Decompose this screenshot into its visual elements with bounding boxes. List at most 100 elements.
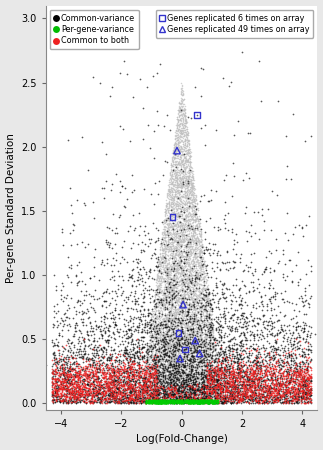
Point <box>171 153 176 161</box>
Point <box>224 396 229 404</box>
Point <box>218 394 224 401</box>
Point <box>164 324 169 331</box>
Point <box>167 254 172 261</box>
Point <box>161 334 166 342</box>
Point <box>186 268 192 275</box>
Point <box>138 390 143 397</box>
Point <box>175 360 181 367</box>
Point <box>295 279 300 286</box>
Point <box>124 293 129 301</box>
Point <box>205 292 211 300</box>
Point <box>105 396 110 403</box>
Point <box>193 311 198 318</box>
Point <box>190 373 195 380</box>
Point <box>160 268 165 275</box>
Point <box>91 346 96 353</box>
Point <box>180 382 185 389</box>
Point <box>161 374 166 382</box>
Point <box>203 306 208 313</box>
Point <box>195 388 200 395</box>
Point <box>196 360 201 368</box>
Point <box>170 352 175 360</box>
Point <box>164 299 170 306</box>
Point <box>76 396 81 403</box>
Point <box>163 382 168 390</box>
Point <box>217 338 222 346</box>
Point <box>197 222 202 230</box>
Point <box>233 369 238 376</box>
Point <box>241 315 246 323</box>
Point <box>185 307 191 315</box>
Point <box>135 335 140 342</box>
Point <box>219 399 224 406</box>
Point <box>177 235 182 243</box>
Point <box>116 356 121 364</box>
Point <box>184 131 190 138</box>
Point <box>171 289 176 296</box>
Point <box>127 399 132 406</box>
Point <box>75 298 80 306</box>
Point <box>182 233 187 240</box>
Point <box>239 393 244 400</box>
Point <box>177 156 182 163</box>
Point <box>301 328 306 335</box>
Point <box>158 302 163 309</box>
Point <box>158 383 163 391</box>
Point <box>259 298 264 305</box>
Point <box>195 396 200 403</box>
Point <box>190 298 195 305</box>
Point <box>223 397 228 405</box>
Point <box>65 396 70 404</box>
Point <box>263 381 268 388</box>
Point <box>163 392 168 400</box>
Point <box>180 347 185 354</box>
Point <box>162 393 167 400</box>
Point <box>261 376 266 383</box>
Point <box>214 395 219 402</box>
Point <box>149 398 154 405</box>
Point <box>162 359 167 366</box>
Point <box>150 381 155 388</box>
Point <box>203 342 208 349</box>
Point <box>173 240 178 248</box>
Point <box>180 265 185 272</box>
Point <box>100 387 105 395</box>
Point <box>175 243 180 251</box>
Point <box>178 167 183 175</box>
Point <box>187 375 192 382</box>
Point <box>200 329 205 337</box>
Point <box>163 315 169 322</box>
Point <box>145 242 150 249</box>
Point <box>167 373 172 380</box>
Point <box>204 217 209 225</box>
Point <box>286 367 291 374</box>
Point <box>238 369 243 376</box>
Point <box>99 376 104 383</box>
Point <box>171 396 176 403</box>
Point <box>79 366 84 373</box>
Point <box>224 397 229 405</box>
Point <box>235 392 240 400</box>
Point <box>170 235 175 242</box>
Point <box>203 397 209 404</box>
Point <box>169 297 174 305</box>
Point <box>253 391 258 398</box>
Point <box>52 349 57 356</box>
Point <box>60 369 66 377</box>
Point <box>117 399 122 406</box>
Point <box>53 392 58 399</box>
Point <box>249 323 255 330</box>
Point <box>78 384 83 392</box>
Point <box>150 393 155 400</box>
Point <box>160 375 165 382</box>
Point <box>172 367 177 374</box>
Point <box>65 368 70 375</box>
Point <box>185 379 191 386</box>
Point <box>151 325 156 333</box>
Point <box>201 262 206 269</box>
Point <box>273 359 278 366</box>
Point <box>207 297 213 304</box>
Point <box>284 373 289 380</box>
Point <box>122 373 128 380</box>
Point <box>174 188 179 195</box>
